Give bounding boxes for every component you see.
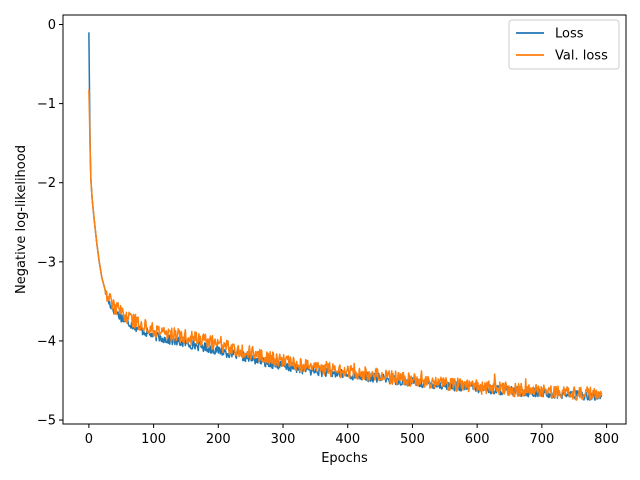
x-axis-label: Epochs [321, 451, 368, 466]
x-tick-label: 100 [141, 432, 166, 447]
plot-frame [62, 14, 627, 425]
x-tick-label: 700 [529, 432, 554, 447]
x-tick-label: 500 [400, 432, 425, 447]
x-tick-label: 300 [271, 432, 296, 447]
x-tick-label: 400 [335, 432, 360, 447]
x-tick-label: 600 [465, 432, 490, 447]
y-axis: 0 −1 −2 −3 −4 −5 [37, 18, 63, 429]
y-tick-label: −5 [37, 414, 56, 429]
y-tick-label: 0 [48, 18, 56, 33]
y-tick-label: −1 [37, 97, 56, 112]
x-tick-label: 0 [85, 432, 93, 447]
x-tick-label: 800 [594, 432, 619, 447]
y-tick-label: −3 [37, 255, 56, 270]
legend-label-val-loss: Val. loss [555, 49, 608, 64]
x-tick-label: 200 [206, 432, 231, 447]
y-tick-label: −2 [37, 176, 56, 191]
legend-label-loss: Loss [555, 27, 584, 42]
x-axis: 0 100 200 300 400 500 600 700 800 [85, 424, 619, 447]
y-tick-label: −4 [37, 334, 56, 349]
series-line-loss [88, 32, 603, 401]
series-line-val-loss [88, 89, 603, 401]
y-axis-label: Negative log-likelihood [14, 145, 29, 294]
legend: Loss Val. loss [508, 19, 620, 70]
plot-lines [88, 32, 603, 401]
